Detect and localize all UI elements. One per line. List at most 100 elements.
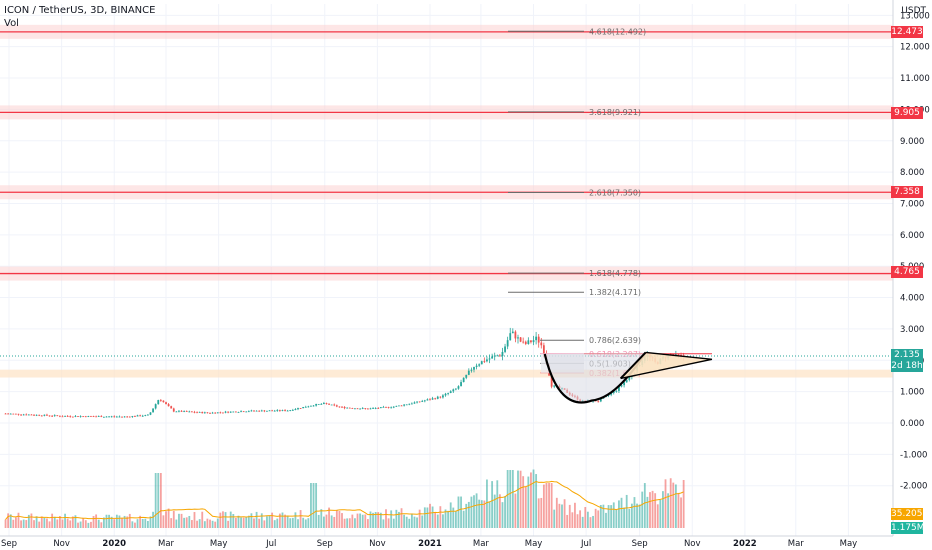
x-tick-label: 2020 bbox=[102, 539, 126, 549]
volume-bar bbox=[486, 479, 488, 528]
volume-bar bbox=[175, 519, 178, 528]
candle-body bbox=[278, 410, 281, 411]
volume-bar bbox=[216, 518, 219, 528]
volume-bar bbox=[579, 510, 582, 528]
candle-body bbox=[359, 408, 362, 410]
candle-body bbox=[341, 406, 343, 408]
candle-body bbox=[400, 405, 403, 407]
candle-body bbox=[102, 416, 105, 418]
volume-bar bbox=[620, 497, 623, 528]
volume-bar bbox=[170, 518, 173, 528]
candle-body bbox=[175, 411, 178, 413]
volume-bar bbox=[234, 517, 237, 528]
candle-body bbox=[61, 416, 64, 418]
candle-body bbox=[185, 411, 188, 412]
volume-bar bbox=[462, 510, 465, 528]
volume-bar bbox=[641, 491, 644, 528]
candle-body bbox=[475, 365, 478, 367]
candle-body bbox=[390, 407, 393, 409]
candle-body bbox=[597, 401, 600, 403]
volume-bar bbox=[333, 516, 336, 528]
candle-body bbox=[496, 355, 499, 357]
candle-body bbox=[623, 382, 626, 386]
support-zone bbox=[0, 369, 893, 378]
volume-bar bbox=[586, 511, 589, 528]
candle-body bbox=[38, 414, 41, 416]
candle-body bbox=[369, 408, 372, 410]
volume-bar bbox=[346, 518, 349, 528]
candle-body bbox=[330, 404, 333, 406]
candle-body bbox=[206, 412, 209, 414]
candle-body bbox=[97, 416, 100, 417]
volume-bar bbox=[157, 473, 160, 528]
candle-body bbox=[628, 376, 631, 380]
candle-body bbox=[610, 392, 613, 395]
candle-body bbox=[550, 375, 553, 387]
candle-body bbox=[465, 374, 468, 378]
candle-body bbox=[328, 403, 330, 405]
volume-bar bbox=[193, 512, 196, 528]
volume-bar bbox=[630, 503, 633, 528]
y-tick-label: 13.000 bbox=[900, 11, 930, 21]
candle-body bbox=[405, 404, 408, 406]
volume-bar bbox=[312, 483, 315, 528]
candle-body bbox=[620, 385, 623, 387]
volume-bar bbox=[121, 517, 123, 528]
candle-body bbox=[612, 391, 615, 393]
fib-level-label: 1.382(4.171) bbox=[589, 288, 641, 297]
volume-bar bbox=[139, 515, 142, 528]
volume-bar bbox=[7, 513, 10, 528]
volume-bar bbox=[434, 512, 437, 528]
volume-bar bbox=[51, 513, 54, 528]
volume-bar bbox=[385, 509, 387, 528]
candle-body bbox=[170, 406, 173, 409]
volume-bar bbox=[79, 521, 82, 528]
candle-body bbox=[82, 416, 85, 418]
x-tick-label: Jul bbox=[580, 539, 591, 549]
candle-body bbox=[51, 415, 54, 417]
volume-bar bbox=[364, 514, 367, 528]
volume-bar bbox=[403, 514, 406, 528]
volume-bar bbox=[447, 510, 450, 528]
volume-bar bbox=[517, 470, 519, 528]
volume-bar bbox=[493, 494, 496, 528]
candle-body bbox=[33, 414, 35, 416]
price-tag-9905: 9.905 bbox=[891, 107, 923, 119]
volume-ma-tag: 35.205M bbox=[891, 508, 931, 520]
candle-body bbox=[511, 331, 514, 334]
volume-bar bbox=[439, 506, 442, 528]
candle-body bbox=[46, 414, 48, 416]
volume-bar bbox=[227, 520, 230, 528]
volume-bar bbox=[253, 518, 255, 528]
volume-bar bbox=[478, 499, 481, 528]
countdown-tag: 2d 18h bbox=[891, 360, 923, 372]
volume-bar bbox=[491, 481, 494, 528]
candle-body bbox=[250, 410, 253, 412]
volume-bar bbox=[377, 512, 380, 528]
candle-body bbox=[245, 411, 248, 413]
candle-body bbox=[346, 407, 349, 409]
volume-bar bbox=[589, 517, 592, 528]
candle-body bbox=[625, 379, 628, 383]
volume-bar bbox=[519, 470, 522, 528]
triangle-fill bbox=[620, 352, 712, 379]
price-tag-7358: 7.358 bbox=[891, 186, 923, 198]
volume-bar bbox=[496, 480, 499, 528]
volume-bar bbox=[418, 509, 421, 528]
volume-bar bbox=[436, 514, 439, 528]
volume-bar bbox=[392, 518, 395, 528]
volume-bar bbox=[457, 496, 460, 528]
fib-level-label: 4.618(12.492) bbox=[589, 27, 646, 36]
volume-bar bbox=[108, 514, 110, 528]
candle-body bbox=[20, 414, 22, 416]
candle-body bbox=[395, 405, 398, 407]
candle-body bbox=[157, 400, 160, 405]
volume-bar bbox=[64, 513, 66, 528]
candle-body bbox=[183, 411, 186, 412]
volume-bar bbox=[514, 493, 517, 528]
candle-body bbox=[17, 413, 20, 415]
volume-bar bbox=[524, 486, 527, 528]
volume-bar bbox=[237, 515, 240, 528]
volume-bar bbox=[46, 518, 48, 528]
